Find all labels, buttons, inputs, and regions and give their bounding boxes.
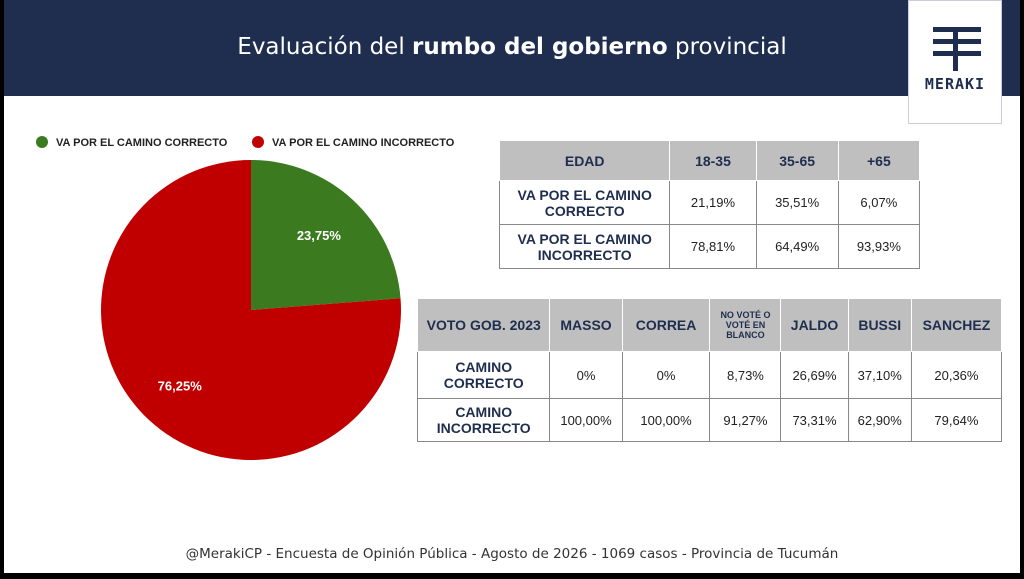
value-cell: 20,36% (910, 351, 1003, 399)
value-cell: 35,51% (755, 180, 839, 225)
row-label: CAMINO INCORRECTO (416, 398, 551, 442)
logo-text: MERAKI (924, 75, 986, 93)
footer: @MerakiCP - Encuesta de Opinión Pública … (185, 546, 839, 562)
value-cell: 78,81% (669, 224, 757, 269)
header-cell: 18-35 (669, 140, 757, 181)
header-cell: +65 (837, 140, 921, 181)
header-cell: CORREA (621, 298, 711, 352)
value-cell: 37,10% (847, 351, 912, 399)
value-cell: 0% (621, 351, 711, 399)
header-row: VOTO GOB. 2023 MASSO CORREA NO VOTÉ O VOTÉ … (416, 298, 1003, 352)
title: Evaluación del rumbo del gobierno provin… (4, 34, 1020, 60)
value-cell: 93,93% (837, 224, 921, 269)
table-row: VA POR EL CAMINO INCORRECTO 78,81% 64,49% 9… (498, 224, 921, 269)
row-label: VA POR EL CAMINO INCORRECTO (498, 224, 671, 269)
header-cell: 35-65 (755, 140, 839, 181)
legend-label: VA POR EL CAMINO CORRECTO (56, 137, 228, 149)
legend-label: VA POR EL CAMINO INCORRECTO (272, 137, 455, 149)
slide: Evaluación del rumbo del gobierno provin… (4, 0, 1020, 573)
logo-icon (933, 27, 981, 71)
header-cell: MASSO (549, 298, 623, 352)
legend-marker (36, 136, 48, 148)
value-cell: 64,49% (755, 224, 839, 269)
value-cell: 100,00% (621, 398, 711, 442)
value-cell: 6,07% (837, 180, 921, 225)
title-part: Evaluación del (237, 34, 413, 60)
value-cell: 79,64% (910, 398, 1003, 442)
value-cell: 21,19% (669, 180, 757, 225)
value-label: 23,75% (297, 228, 342, 243)
table-row: VA POR EL CAMINO CORRECTO 21,19% 35,51% 6,0… (498, 180, 921, 225)
pie-chart: 23,75% VA POR EL CAMINO CORRECTO 76,25% VA … (36, 136, 455, 460)
row-label: CAMINO CORRECTO (416, 351, 551, 399)
header-cell: SANCHEZ (910, 298, 1003, 352)
header-cell: BUSSI (847, 298, 912, 352)
row-label: VA POR EL CAMINO CORRECTO (498, 180, 671, 225)
vote-table: VOTO GOB. 2023 MASSO CORREA NO VOTÉ O VOTÉ … (416, 298, 1003, 442)
header: Evaluación del rumbo del gobierno provin… (4, 0, 1020, 96)
value-label: 76,25% (158, 379, 203, 394)
value-cell: 91,27% (709, 398, 782, 442)
value-cell: 0% (549, 351, 623, 399)
value-cell: 26,69% (780, 351, 849, 399)
value-cell: 62,90% (847, 398, 912, 442)
title-bold: rumbo del gobierno (412, 34, 668, 60)
header-cell: JALDO (780, 298, 849, 352)
title-part: provincial (667, 34, 787, 60)
header-cell: VOTO GOB. 2023 (416, 298, 551, 352)
age-table: EDAD 18-35 35-65 +65 VA POR EL CAMINO CORREC… (498, 140, 921, 269)
value-cell: 8,73% (709, 351, 782, 399)
header-cell: EDAD (498, 140, 671, 181)
legend-marker (252, 136, 264, 148)
header-cell: NO VOTÉ O VOTÉ EN BLANCO (709, 298, 782, 352)
logo: MERAKI (908, 0, 1002, 124)
header-row: EDAD 18-35 35-65 +65 (498, 140, 921, 181)
value-cell: 100,00% (549, 398, 623, 442)
table-row: CAMINO INCORRECTO 100,00% 100,00% 91,27% 73,… (416, 398, 1003, 442)
pie-slice (251, 160, 401, 310)
table-row: CAMINO CORRECTO 0% 0% 8,73% 26,69% 37,10% 20,3… (416, 351, 1003, 399)
value-cell: 73,31% (780, 398, 849, 442)
pie-slice (101, 160, 402, 460)
